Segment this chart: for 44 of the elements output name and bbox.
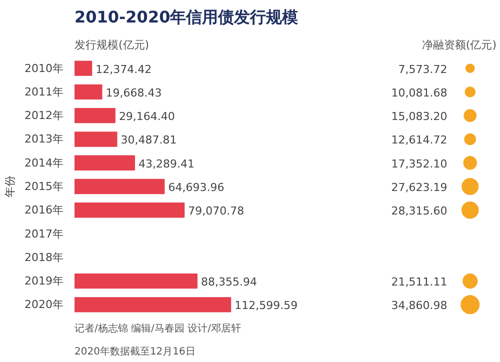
y-tick-label: 2012年 bbox=[24, 109, 64, 122]
data-label: 21,511.11 bbox=[391, 276, 448, 289]
data-label: 79,070.78 bbox=[188, 204, 244, 218]
text: 2020年数据截至12月16日 bbox=[74, 346, 196, 358]
data-label: 10,081.68 bbox=[391, 86, 448, 100]
data-label: 27,623.19 bbox=[391, 181, 448, 194]
data-label: 15,083.20 bbox=[391, 110, 448, 124]
bar bbox=[74, 178, 165, 194]
y-tick-label: 2020年 bbox=[24, 298, 64, 312]
y-tick-label: 2018年 bbox=[24, 250, 64, 264]
data-label: 19,668.43 bbox=[106, 86, 162, 100]
y-tick-label: 2013年 bbox=[24, 132, 64, 146]
data-label: 12,374.42 bbox=[96, 62, 152, 76]
chart-title: 2010-2020年信用债发行规模 bbox=[74, 8, 298, 26]
data-label: 17,352.10 bbox=[391, 157, 448, 170]
data-label: 43,289.41 bbox=[138, 157, 195, 170]
y-tick-label: 2010年 bbox=[24, 62, 64, 75]
bar bbox=[74, 297, 232, 312]
y-tick-label: 2014年 bbox=[24, 156, 64, 170]
data-label: 29,164.40 bbox=[118, 110, 175, 124]
data-label: 12,614.72 bbox=[391, 134, 448, 147]
data-label: 112,599.59 bbox=[234, 299, 298, 312]
y-tick-label: 2017年 bbox=[24, 227, 64, 240]
bar bbox=[74, 155, 136, 170]
bar bbox=[74, 132, 118, 147]
data-label: 34,860.98 bbox=[391, 299, 448, 312]
bar bbox=[74, 108, 116, 124]
y-tick-label: 2019年 bbox=[24, 274, 64, 288]
data-label: 7,573.72 bbox=[398, 62, 448, 76]
bar bbox=[74, 202, 185, 218]
x-axis-title: 发行规模(亿元) bbox=[74, 38, 150, 52]
data-label: 28,315.60 bbox=[391, 204, 448, 218]
bar bbox=[74, 60, 92, 76]
y-tick-label: 2011年 bbox=[24, 85, 64, 98]
data-label: 30,487.81 bbox=[120, 134, 177, 147]
bar bbox=[74, 84, 102, 100]
text: 记者/杨志锦 编辑/马春园 设计/邓居轩 bbox=[74, 322, 241, 334]
text: 净融资额(亿元) bbox=[422, 38, 497, 52]
y-tick-label: 2015年 bbox=[24, 180, 64, 193]
y-tick-label: 2016年 bbox=[24, 204, 64, 217]
y-axis-title: 年份 bbox=[4, 176, 17, 198]
bar bbox=[74, 273, 198, 289]
data-label: 64,693.96 bbox=[168, 181, 224, 194]
data-label: 88,355.94 bbox=[201, 276, 257, 289]
